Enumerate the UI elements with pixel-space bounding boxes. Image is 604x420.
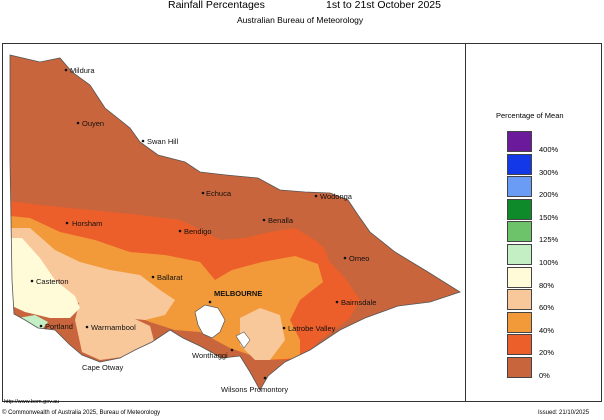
map-frame — [2, 43, 602, 402]
legend-label: 0% — [539, 371, 550, 380]
place-cape-otway: Cape Otway — [82, 363, 124, 372]
svg-text:Mildura: Mildura — [70, 66, 95, 75]
svg-text:Wonthaggi: Wonthaggi — [192, 351, 228, 360]
legend-swatch — [507, 266, 532, 288]
footer-copyright: © Commonwealth of Australia 2025, Bureau… — [2, 410, 161, 416]
svg-text:Cape Otway: Cape Otway — [82, 363, 124, 372]
place-horsham: Horsham — [65, 219, 102, 228]
legend-swatch — [507, 357, 532, 378]
place-mildura: Mildura — [64, 66, 95, 75]
zone-20-40-b — [312, 242, 328, 268]
place-wilsons-promontory: Wilsons Promontory — [221, 376, 288, 394]
legend-label: 150% — [539, 212, 559, 222]
western-port — [235, 331, 251, 349]
port-phillip-bay — [194, 304, 226, 339]
zone-60-80-c — [240, 308, 285, 360]
legend-swatch — [507, 334, 532, 356]
legend-label: 125% — [539, 235, 559, 245]
svg-text:MELBOURNE: MELBOURNE — [214, 289, 262, 298]
svg-text:Horsham: Horsham — [72, 219, 102, 228]
svg-text:Casterton: Casterton — [36, 277, 69, 286]
svg-text:Bendigo: Bendigo — [184, 227, 212, 236]
svg-text:Warrnambool: Warrnambool — [91, 323, 136, 332]
legend-swatch — [507, 289, 532, 311]
place-markers: Mildura Ouyen Swan Hill Echuca Wodonga H… — [30, 66, 376, 394]
rainfall-shading — [10, 55, 460, 390]
place-latrobe-valley: Latrobe Valley — [282, 324, 336, 333]
svg-text:Benalla: Benalla — [268, 216, 294, 225]
svg-text:Ballarat: Ballarat — [157, 273, 183, 282]
place-echuca: Echuca — [201, 189, 232, 198]
place-ballarat: Ballarat — [151, 273, 183, 282]
place-wonthaggi: Wonthaggi — [192, 348, 234, 360]
zone-60-80-b — [75, 300, 155, 360]
legend-swatch — [507, 198, 532, 220]
map-header: Rainfall Percentages 1st to 21st October… — [0, 0, 604, 30]
legend-label: 60% — [539, 303, 555, 313]
map-subtitle: Australian Bureau of Meteorology — [237, 15, 364, 25]
svg-text:Bairnsdale: Bairnsdale — [341, 298, 376, 307]
legend-label: 100% — [539, 258, 559, 267]
legend-label: 300% — [539, 167, 559, 177]
legend-label: 20% — [539, 348, 555, 358]
legend-label: 80% — [539, 280, 555, 290]
place-benalla: Benalla — [262, 216, 294, 225]
svg-text:Omeo: Omeo — [349, 254, 369, 263]
legend-divider — [465, 43, 466, 402]
zone-60-80 — [10, 228, 175, 320]
legend-swatch — [507, 153, 532, 175]
place-bendigo: Bendigo — [178, 227, 212, 236]
svg-text:Echuca: Echuca — [206, 189, 232, 198]
legend-label: 400% — [539, 145, 559, 154]
map-title: Rainfall Percentages — [168, 0, 265, 11]
place-melbourne: MELBOURNE — [208, 289, 262, 304]
legend-swatch — [507, 131, 532, 152]
svg-text:Ouyen: Ouyen — [82, 119, 104, 128]
legend-swatch — [507, 244, 532, 265]
place-swan-hill: Swan Hill — [141, 137, 179, 146]
svg-text:Wilsons Promontory: Wilsons Promontory — [221, 385, 288, 394]
state-outline — [9, 54, 461, 391]
map-date-range: 1st to 21st October 2025 — [326, 0, 441, 11]
place-warrnambool: Warrnambool — [85, 323, 136, 332]
legend-swatch — [507, 221, 532, 243]
svg-text:Wodonga: Wodonga — [320, 192, 353, 201]
legend-swatch — [507, 176, 532, 198]
footer-url[interactable]: http://www.bom.gov.au — [4, 399, 60, 405]
svg-text:Swan Hill: Swan Hill — [147, 137, 179, 146]
svg-text:Latrobe Valley: Latrobe Valley — [288, 324, 336, 333]
legend-label: 200% — [539, 190, 559, 200]
place-bairnsdale: Bairnsdale — [335, 298, 376, 307]
place-casterton: Casterton — [30, 277, 69, 286]
legend-title: Percentage of Mean — [496, 111, 564, 120]
legend-swatch — [507, 311, 532, 333]
legend-label: 40% — [539, 325, 555, 335]
place-ouyen: Ouyen — [76, 119, 104, 128]
place-omeo: Omeo — [343, 254, 369, 263]
footer-issued-date: Issued: 21/10/2025 — [538, 410, 590, 416]
place-wodonga: Wodonga — [314, 192, 353, 201]
zone-80-100 — [10, 238, 80, 318]
place-portland: Portland — [39, 322, 73, 331]
svg-text:Portland: Portland — [45, 322, 73, 331]
